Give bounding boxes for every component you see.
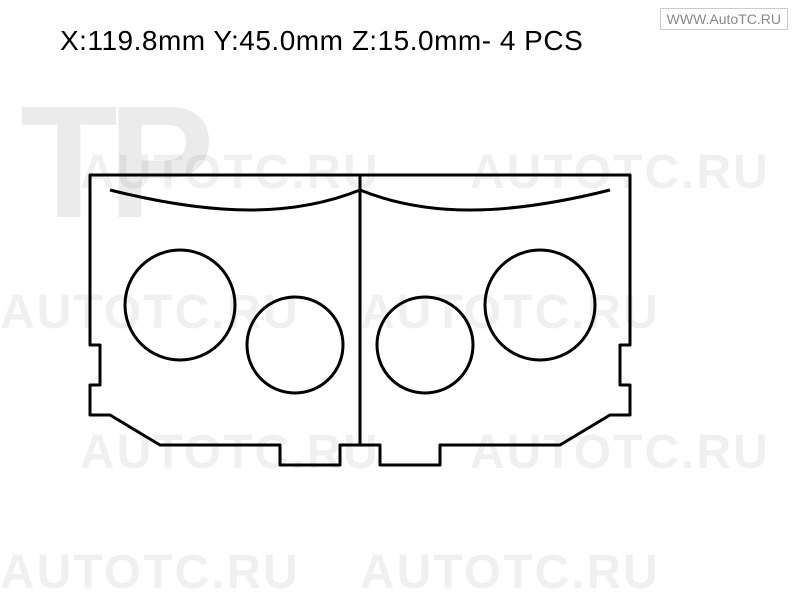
watermark-text: AUTOTC.RU (0, 545, 300, 600)
watermark-text: AUTOTC.RU (360, 545, 660, 600)
brake-pad-diagram (50, 155, 750, 520)
dimensions-label: X:119.8mm Y:45.0mm Z:15.0mm- 4 PCS (60, 25, 583, 57)
brake-pad-svg (50, 155, 750, 515)
source-url-watermark: WWW.AutoTC.RU (660, 8, 788, 30)
